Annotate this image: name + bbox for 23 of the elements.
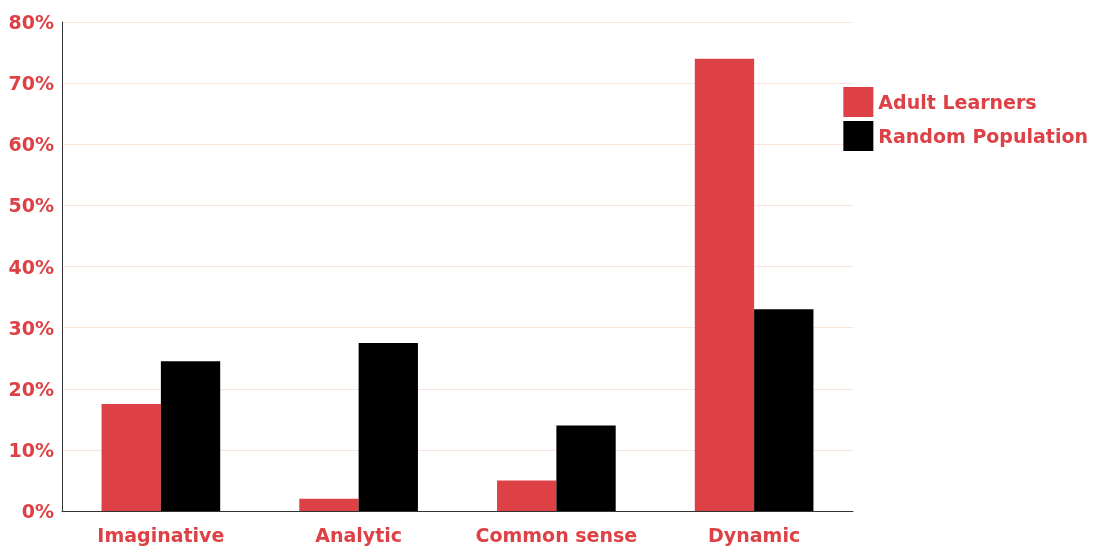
bar [754, 309, 814, 511]
x-tick-label: Dynamic [708, 523, 801, 546]
x-tick-label: Analytic [315, 523, 403, 546]
y-tick-label: 40% [8, 255, 54, 278]
bar [497, 480, 557, 511]
x-tick-label: Imaginative [97, 523, 225, 546]
y-tick-label: 30% [8, 316, 54, 339]
y-tick-label: 70% [8, 72, 54, 95]
bar [299, 498, 359, 511]
bar [358, 342, 418, 511]
bar [101, 404, 161, 511]
x-tick-label: Common sense [475, 523, 638, 546]
y-tick-label: 10% [8, 438, 54, 461]
bar [160, 361, 221, 511]
y-tick-label: 60% [8, 133, 54, 156]
legend-label: Adult Learners [878, 91, 1037, 113]
y-tick-label: 0% [21, 500, 54, 522]
y-tick-label: 50% [8, 194, 54, 217]
y-tick-label: 20% [8, 377, 54, 400]
y-tick-label: 80% [8, 11, 54, 33]
bar [694, 58, 755, 511]
bar [556, 425, 616, 511]
legend-label: Random Population [878, 125, 1089, 147]
